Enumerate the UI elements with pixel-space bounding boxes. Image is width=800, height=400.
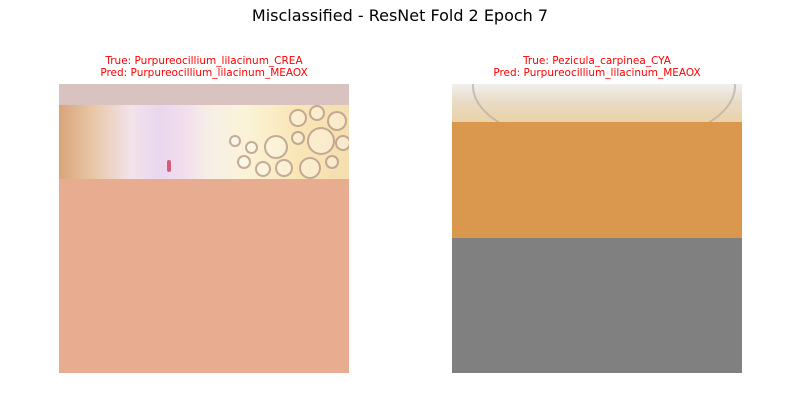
panel-1-image <box>59 84 349 373</box>
panel-2-masked-region <box>452 238 742 373</box>
photo-bubble <box>307 127 335 155</box>
panel-2-true-label: True: Pezicula_carpinea_CYA <box>523 55 671 67</box>
panel-1-true-label: True: Purpureocillium_lilacinum_CREA <box>105 55 303 67</box>
photo-bubble <box>237 155 251 169</box>
photo-bubble <box>327 111 347 131</box>
photo-bubble <box>299 157 321 179</box>
photo-bubble <box>229 135 241 147</box>
panel-1-pred-label: Pred: Purpureocillium_lilacinum_MEAOX <box>100 67 308 79</box>
photo-bubble <box>255 161 271 177</box>
panel-1-image-top-strip <box>59 84 349 105</box>
photo-bubble <box>309 105 325 121</box>
misclassified-panel-2: True: Pezicula_carpinea_CYA Pred: Purpur… <box>452 55 742 373</box>
panel-1-culture-photo <box>59 105 349 179</box>
photo-bubble <box>325 155 339 169</box>
panel-2-orange-region <box>452 122 742 238</box>
photo-bubble <box>289 109 307 127</box>
photo-bubble <box>245 141 258 154</box>
photo-bubble <box>335 135 349 151</box>
panel-1-masked-region <box>59 179 349 373</box>
panel-2-image <box>452 84 742 373</box>
misclassified-panel-1: True: Purpureocillium_lilacinum_CREA Pre… <box>59 55 349 373</box>
photo-spot <box>167 160 171 172</box>
photo-bubble <box>275 159 293 177</box>
figure-title: Misclassified - ResNet Fold 2 Epoch 7 <box>251 6 549 25</box>
photo-bubble <box>264 135 288 159</box>
photo-bubble <box>291 131 305 145</box>
panel-1-caption: True: Purpureocillium_lilacinum_CREA Pre… <box>19 55 389 79</box>
panel-2-culture-photo <box>452 84 742 148</box>
panel-2-pred-label: Pred: Purpureocillium_lilacinum_MEAOX <box>493 67 701 79</box>
panel-2-caption: True: Pezicula_carpinea_CYA Pred: Purpur… <box>412 55 782 79</box>
